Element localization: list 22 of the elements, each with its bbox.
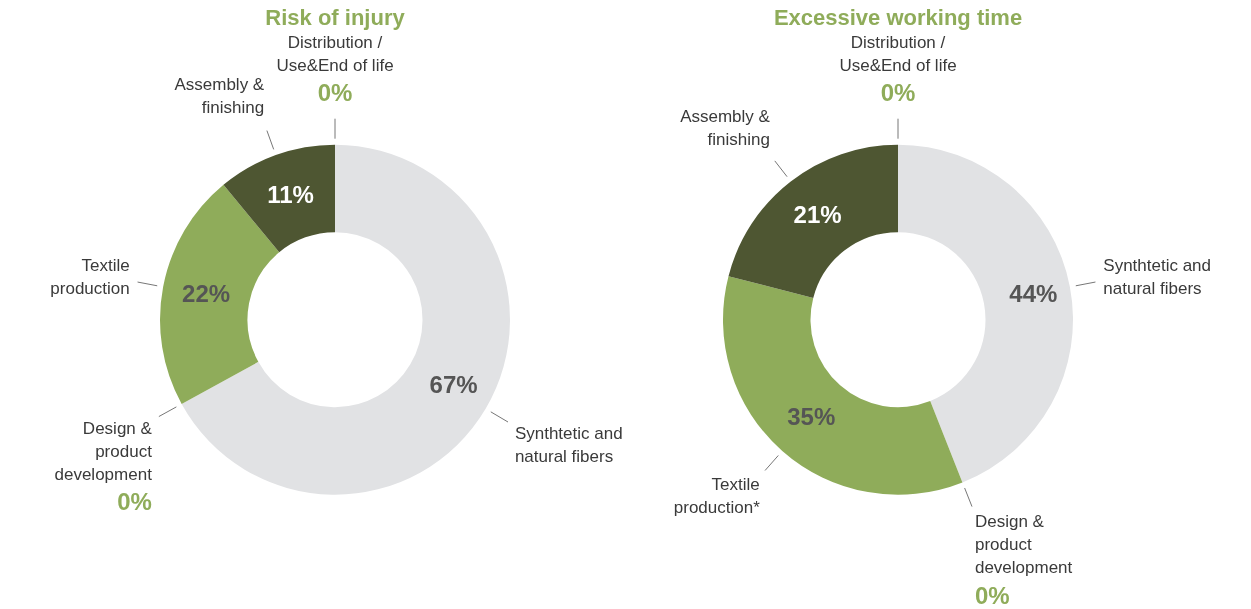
chart-title: Risk of injury (265, 5, 406, 31)
data-label: 21% (793, 200, 842, 228)
category-label: Distribution / Use&End of life (276, 32, 394, 75)
text: 0% (880, 79, 916, 107)
text: 0% (117, 488, 152, 516)
slice-label: Assembly & finishing (174, 75, 265, 118)
data-label: 22% (182, 279, 231, 307)
data-label: 35% (787, 402, 836, 430)
data-label: 11% (267, 180, 314, 208)
legend-label: Design & product development (54, 418, 153, 484)
slice-label: Assembly & finishing (680, 106, 771, 149)
slice-label: Textile production (50, 255, 130, 298)
legend-label: Design & product development (974, 512, 1073, 578)
text: 0% (974, 581, 1010, 609)
category-label: Distribution / Use&End of life (839, 32, 957, 75)
data-label: 44% (1009, 279, 1058, 307)
text: 0% (317, 79, 353, 107)
chart-title: Excessive working time (773, 5, 1023, 31)
slice-label: Synthtetic and natural fibers (1103, 255, 1212, 298)
data-label: 67% (429, 371, 478, 399)
slice-label: Textile production* (673, 474, 761, 517)
slice-label: Synthtetic and natural fibers (514, 424, 623, 467)
